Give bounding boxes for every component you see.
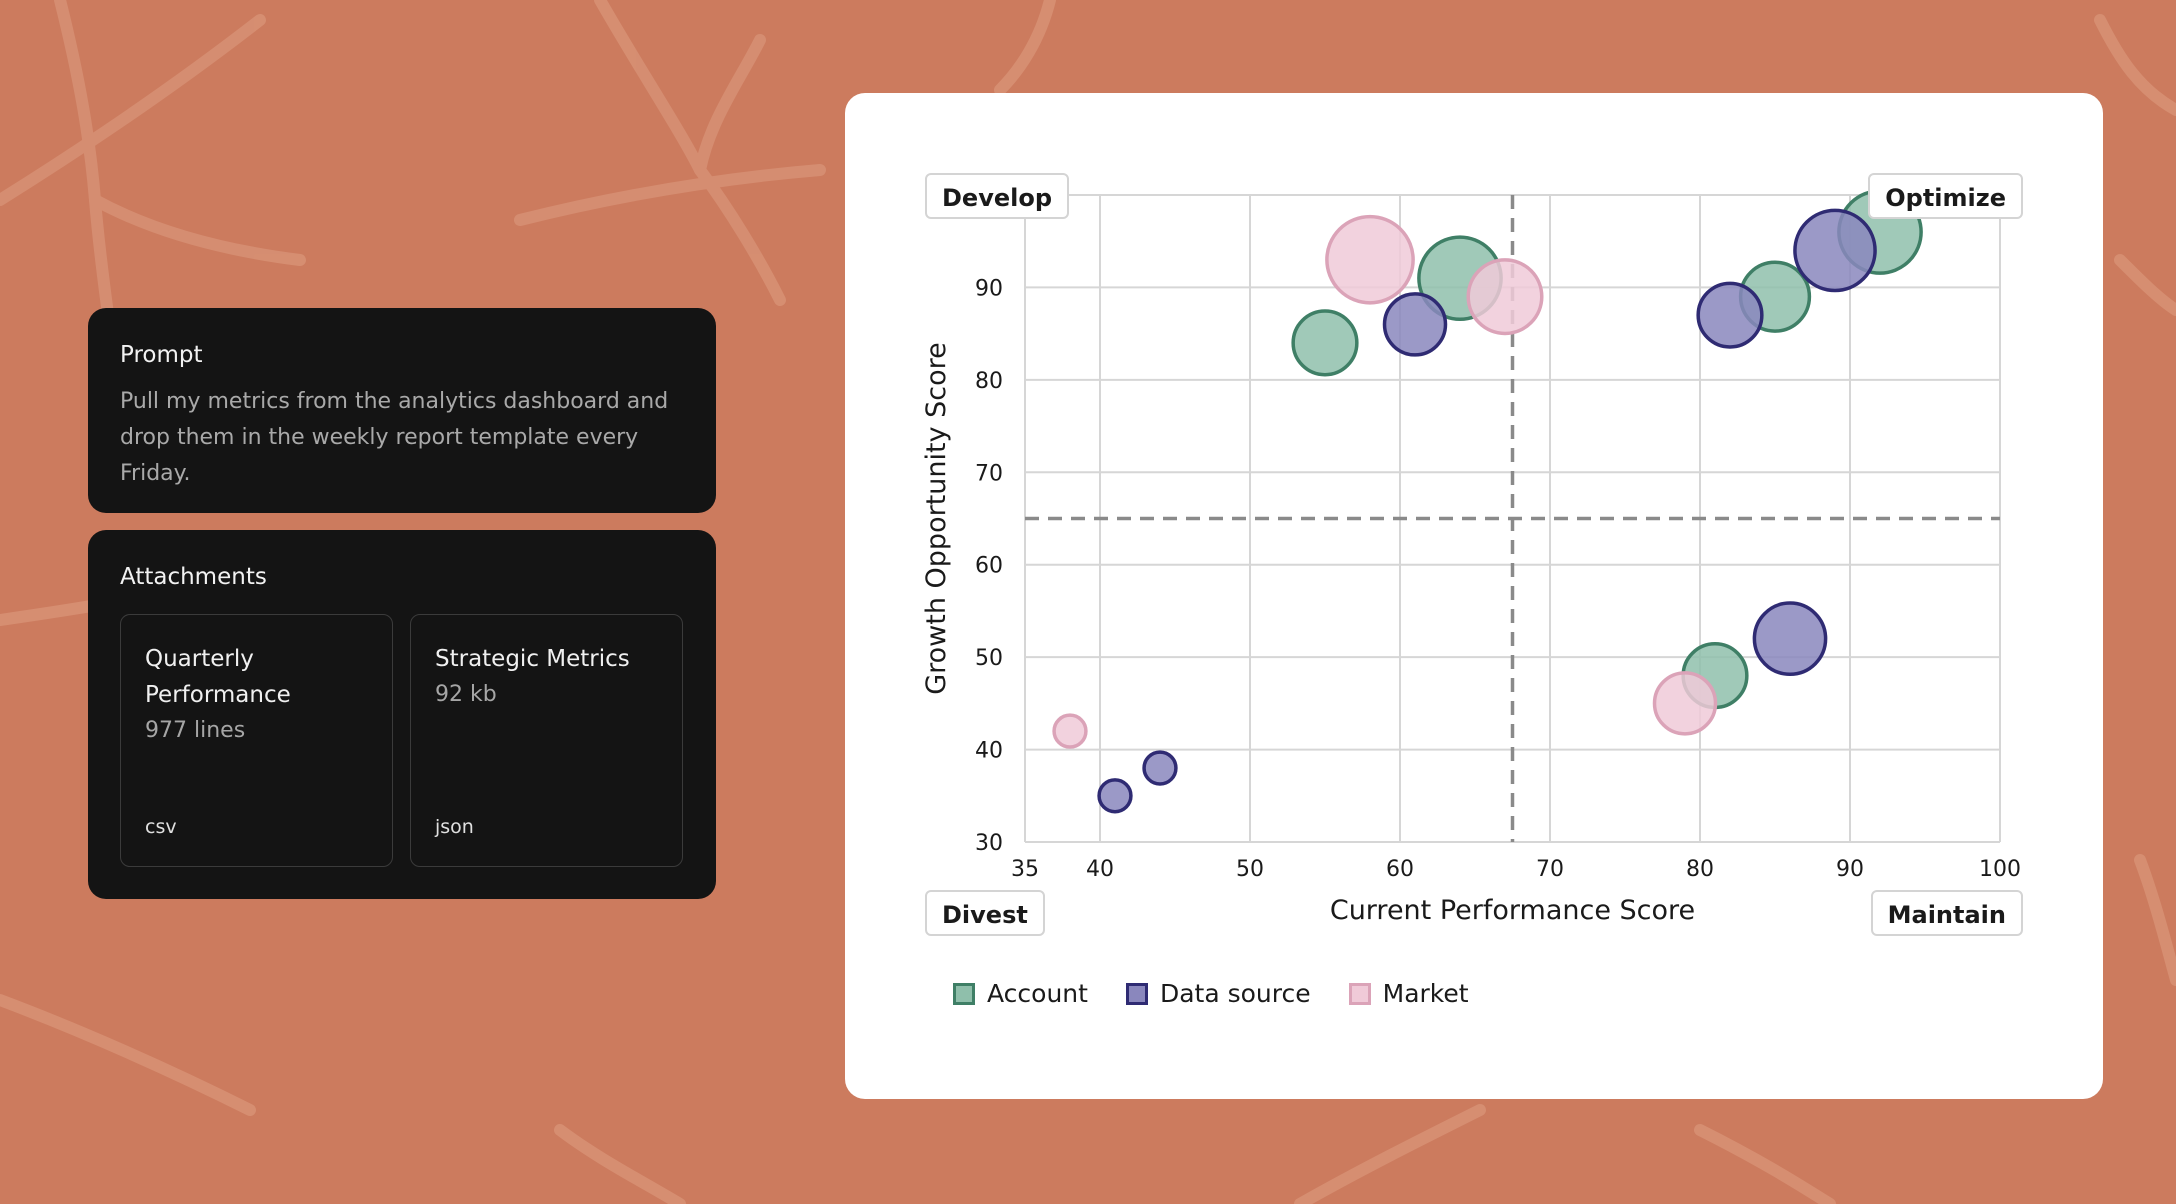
bubble-point [1793,208,1877,293]
x-tick-label: 50 [1236,857,1264,882]
bubble-point [1696,281,1764,349]
legend-swatch [1125,982,1148,1005]
legend-swatch [953,982,975,1005]
prompt-card: Prompt Pull my metrics from the analytic… [88,308,716,513]
x-axis-label: Current Performance Score [1330,895,1695,926]
bubble-point [1097,778,1133,814]
y-tick-label: 30 [975,831,1003,856]
y-tick-label: 90 [975,276,1003,301]
legend-item: Account [953,979,1088,1008]
legend-label: Market [1382,979,1469,1008]
quadrant-label-optimize: Optimize [1868,173,2023,219]
bubble-point [1652,671,1718,736]
quadrant-label-maintain: Maintain [1870,890,2023,936]
x-tick-label: 70 [1536,857,1564,882]
y-tick-label: 60 [975,554,1003,579]
attachments-card: Attachments Quarterly Performance 977 li… [88,530,716,899]
legend-label: Account [987,979,1088,1008]
legend-item: Data source [1125,979,1311,1008]
x-tick-label: 35 [1011,857,1039,882]
bubble-point [1466,258,1544,336]
y-tick-label: 80 [975,369,1003,394]
attachment-extension: json [435,816,474,838]
attachment-extension: csv [145,816,177,838]
x-tick-label: 80 [1686,857,1714,882]
attachments-title: Attachments [120,564,267,590]
quadrant-label-develop: Develop [925,173,1070,219]
attachment-meta: 92 kb [435,682,497,707]
y-tick-label: 70 [975,461,1003,486]
quadrant-label-divest: Divest [925,890,1045,936]
legend-label: Data source [1159,979,1311,1008]
bubble-chart: 3540506070809010030405060708090100Curren… [921,184,2021,926]
attachment-item[interactable]: Strategic Metrics 92 kb json [410,614,683,867]
legend-swatch [1348,982,1371,1005]
attachment-meta: 977 lines [145,718,246,743]
y-tick-label: 40 [975,739,1003,764]
x-tick-label: 90 [1836,857,1864,882]
attachment-name: Quarterly Performance [145,646,291,708]
bubble-point [1142,750,1178,786]
y-tick-label: 50 [975,646,1003,671]
chart-card: 3540506070809010030405060708090100Curren… [845,93,2103,1099]
chart-legend: Account Data source Market [953,979,1469,1008]
prompt-text: Pull my metrics from the analytics dashb… [120,389,669,486]
y-axis-label: Growth Opportunity Score [921,342,952,695]
attachment-name: Strategic Metrics [435,646,630,672]
bubble-point [1752,601,1828,677]
legend-item: Market [1348,979,1469,1008]
bubble-point [1382,292,1448,357]
prompt-title: Prompt [120,342,203,368]
bubble-point [1052,713,1088,749]
x-tick-label: 60 [1386,857,1414,882]
attachment-item[interactable]: Quarterly Performance 977 lines csv [120,614,393,867]
bubble-point [1325,214,1415,305]
bubble-point [1291,309,1359,377]
x-tick-label: 100 [1979,857,2021,882]
x-tick-label: 40 [1086,857,1114,882]
